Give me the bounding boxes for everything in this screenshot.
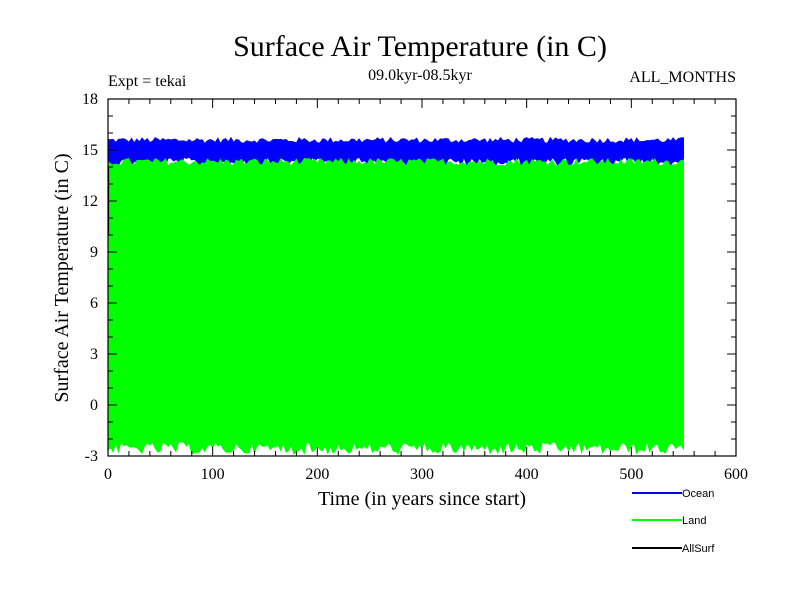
chart-subtitle: 09.0kyr-08.5kyr bbox=[368, 67, 472, 84]
y-tick-label: 6 bbox=[90, 295, 98, 312]
x-tick-label: 0 bbox=[104, 466, 112, 483]
y-tick-label: 0 bbox=[90, 397, 98, 414]
y-tick-label: 3 bbox=[90, 346, 98, 363]
y-tick-label: 18 bbox=[82, 91, 98, 108]
y-tick-label: 15 bbox=[82, 142, 98, 159]
legend: Ocean Land AllSurf bbox=[632, 488, 715, 555]
x-tick-label: 300 bbox=[410, 466, 434, 483]
x-tick-label: 200 bbox=[305, 466, 329, 483]
axes: 0 100 200 300 400 500 600 -3 0 3 6 9 12 15 18 bbox=[82, 91, 748, 483]
plot-area bbox=[107, 136, 684, 456]
y-tick-label: -3 bbox=[85, 448, 98, 465]
chart-title: Surface Air Temperature (in C) bbox=[233, 30, 607, 63]
series-land bbox=[107, 157, 684, 456]
x-axis-label: Time (in years since start) bbox=[318, 488, 526, 510]
x-tick-label: 100 bbox=[201, 466, 225, 483]
legend-label-allsurf: AllSurf bbox=[682, 543, 715, 555]
x-tick-label: 400 bbox=[515, 466, 539, 483]
legend-label-land: Land bbox=[682, 515, 706, 527]
experiment-label: Expt = tekai bbox=[108, 73, 187, 90]
y-tick-label: 12 bbox=[82, 193, 98, 210]
x-tick-label: 500 bbox=[619, 466, 643, 483]
y-axis-label: Surface Air Temperature (in C) bbox=[51, 153, 73, 402]
y-tick-label: 9 bbox=[90, 244, 98, 261]
months-label: ALL_MONTHS bbox=[629, 69, 736, 86]
x-tick-label: 600 bbox=[724, 466, 748, 483]
legend-label-ocean: Ocean bbox=[682, 488, 714, 500]
